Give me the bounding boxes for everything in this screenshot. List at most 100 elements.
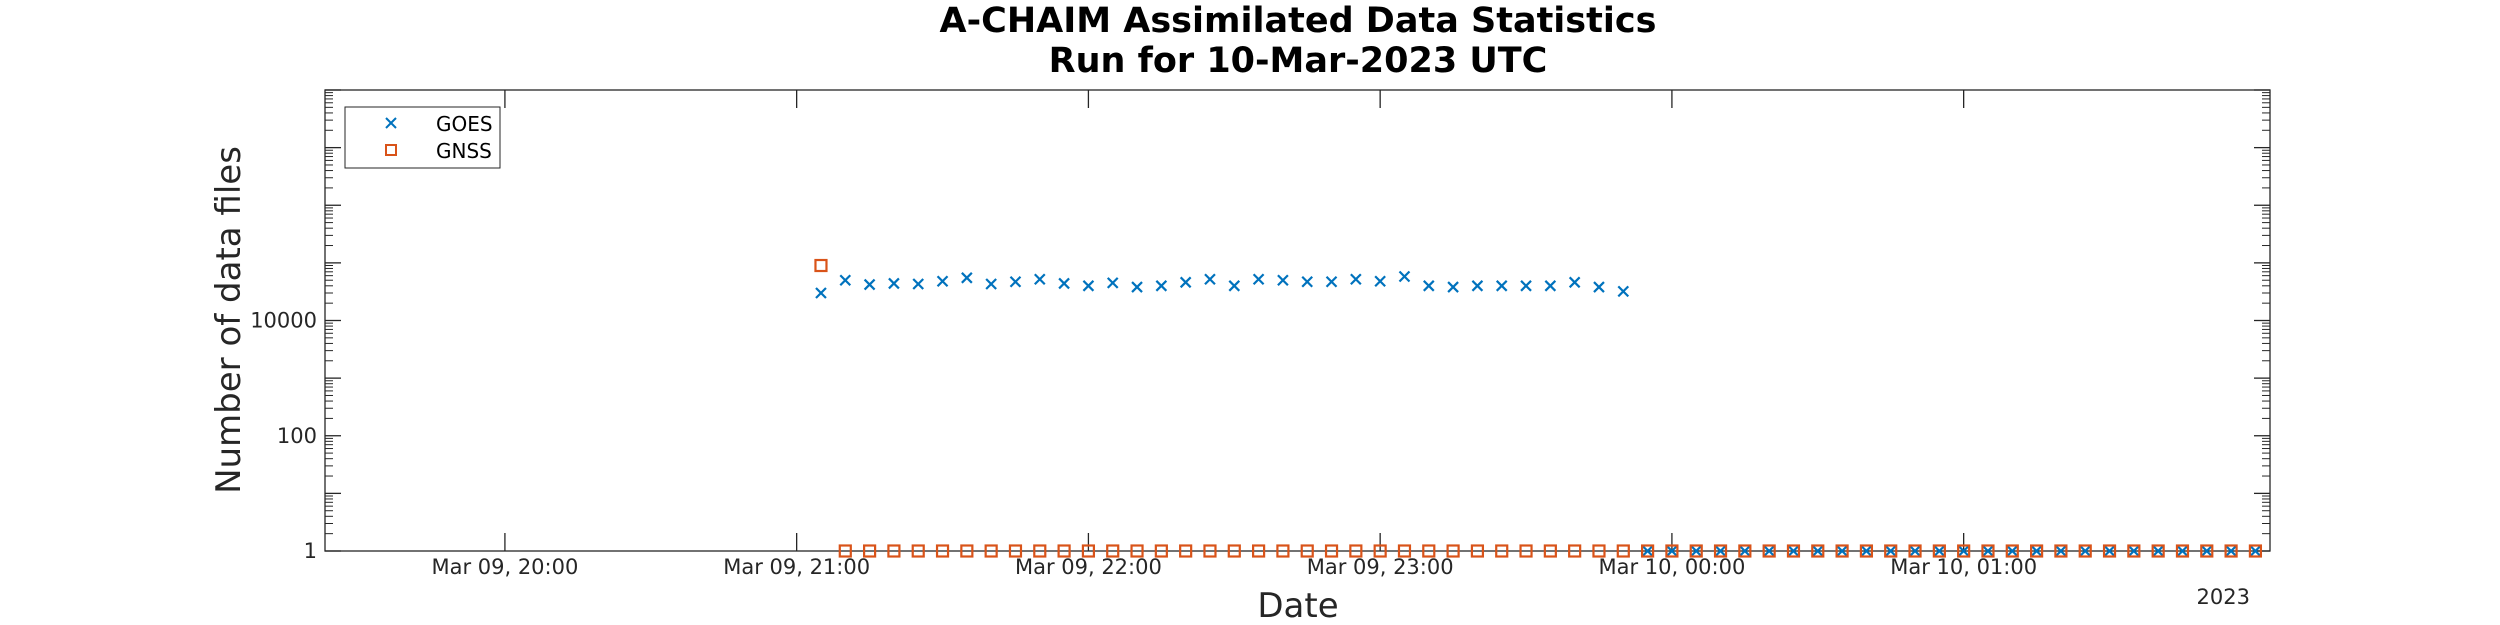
gnss-point-5 <box>935 544 950 558</box>
goes-point-49 <box>2006 545 2019 557</box>
gnss-point-56 <box>2175 544 2190 558</box>
gnss-point-3 <box>887 544 901 558</box>
gnss-point-2 <box>862 544 877 558</box>
goes-point-54 <box>2128 545 2140 557</box>
y-tick-label-2: 10000 <box>250 309 317 333</box>
goes-point-0 <box>815 287 827 299</box>
goes-point-46 <box>1933 545 1946 557</box>
goes-point-31 <box>1568 276 1581 289</box>
gnss-point-1 <box>838 544 852 558</box>
gnss-point-29 <box>1519 544 1533 558</box>
goes-point-44 <box>1884 545 1897 557</box>
gnss-point-50 <box>2029 544 2044 558</box>
gnss-point-49 <box>2005 544 2019 558</box>
goes-point-9 <box>1034 273 1046 286</box>
goes-point-43 <box>1860 545 1873 557</box>
goes-point-18 <box>1252 273 1265 286</box>
gnss-point-6 <box>960 544 974 558</box>
gnss-point-14 <box>1154 544 1168 558</box>
goes-point-8 <box>1009 275 1022 288</box>
gnss-point-44 <box>1884 544 1898 558</box>
gnss-point-8 <box>1008 544 1023 558</box>
gnss-point-17 <box>1227 544 1241 558</box>
gnss-point-20 <box>1300 544 1314 558</box>
gnss-point-22 <box>1349 544 1363 558</box>
axis-ticks: Mar 09, 20:00 Mar 09, 21:00 Mar 09, 22:00 M… <box>250 89 2270 579</box>
gnss-point-55 <box>2151 544 2165 558</box>
goes-point-17 <box>1228 280 1241 292</box>
plot-area <box>324 89 2271 552</box>
goes-point-59 <box>2249 545 2262 557</box>
gnss-point-48 <box>1981 544 1995 558</box>
x-tick-label-2: Mar 09, 22:00 <box>1015 555 1162 579</box>
goes-point-55 <box>2152 545 2164 557</box>
gnss-point-21 <box>1324 544 1339 558</box>
gnss-point-54 <box>2127 544 2141 558</box>
goes-point-35 <box>1666 545 1678 557</box>
goes-point-52 <box>2079 545 2092 557</box>
goes-point-7 <box>985 278 997 290</box>
goes-point-11 <box>1082 280 1095 292</box>
y-axis-label: Number of data files <box>209 146 249 494</box>
x-tick-label-5: Mar 10, 01:00 <box>1890 555 2037 579</box>
gnss-point-27 <box>1470 544 1485 558</box>
gnss-point-24 <box>1397 544 1412 558</box>
goes-point-53 <box>2103 545 2116 557</box>
goes-point-13 <box>1131 281 1143 293</box>
goes-point-22 <box>1350 273 1362 286</box>
gnss-point-52 <box>2078 544 2092 558</box>
gnss-point-13 <box>1130 544 1144 558</box>
goes-point-42 <box>1836 545 1848 557</box>
x-tick-label-1: Mar 09, 21:00 <box>723 555 870 579</box>
gnss-point-35 <box>1665 544 1679 558</box>
goes-point-26 <box>1447 281 1459 293</box>
gnss-point-41 <box>1811 544 1825 558</box>
gnss-point-51 <box>2054 544 2068 558</box>
goes-point-30 <box>1544 280 1557 292</box>
goes-point-21 <box>1325 275 1338 288</box>
gnss-point-11 <box>1081 544 1096 558</box>
goes-point-45 <box>1909 545 1921 557</box>
goes-point-20 <box>1301 275 1314 288</box>
gnss-point-30 <box>1543 544 1557 558</box>
gnss-point-36 <box>1689 544 1703 558</box>
y-tick-label-1: 100 <box>277 424 317 448</box>
gnss-point-34 <box>1640 544 1655 558</box>
series-goes <box>815 270 2262 557</box>
chart-title-line-2: Run for 10-Mar-2023 UTC <box>1049 41 1548 81</box>
gnss-point-59 <box>2248 544 2263 558</box>
goes-point-16 <box>1204 273 1216 286</box>
goes-point-24 <box>1398 270 1411 283</box>
gnss-point-58 <box>2224 544 2238 558</box>
goes-point-1 <box>839 274 852 286</box>
gnss-point-7 <box>984 544 998 558</box>
x-axis-year-label: 2023 <box>2197 585 2250 609</box>
x-tick-label-3: Mar 09, 23:00 <box>1307 555 1454 579</box>
goes-point-48 <box>1982 545 1994 557</box>
goes-point-10 <box>1058 277 1070 290</box>
gnss-point-9 <box>1033 544 1047 558</box>
x-tick-label-0: Mar 09, 20:00 <box>431 555 578 579</box>
goes-point-23 <box>1374 275 1386 288</box>
gnss-point-32 <box>1592 544 1606 558</box>
legend-gnss-label: GNSS <box>436 139 492 163</box>
goes-point-19 <box>1277 274 1289 286</box>
goes-point-34 <box>1641 545 1654 557</box>
goes-point-14 <box>1155 280 1168 292</box>
x-tick-label-4: Mar 10, 00:00 <box>1598 555 1745 579</box>
goes-point-36 <box>1690 545 1703 557</box>
gnss-point-16 <box>1203 544 1217 558</box>
goes-point-40 <box>1787 545 1800 557</box>
goes-point-37 <box>1714 545 1727 557</box>
gnss-point-38 <box>1738 544 1752 558</box>
gnss-point-53 <box>2102 544 2117 558</box>
gnss-point-12 <box>1106 544 1120 558</box>
goes-point-4 <box>912 278 925 290</box>
goes-point-27 <box>1471 280 1484 292</box>
gnss-point-40 <box>1786 544 1801 558</box>
goes-point-3 <box>888 277 900 290</box>
chart-title-line-1: A-CHAIM Assimilated Data Statistics <box>940 1 1657 41</box>
goes-point-5 <box>936 275 949 288</box>
gnss-point-43 <box>1859 544 1874 558</box>
